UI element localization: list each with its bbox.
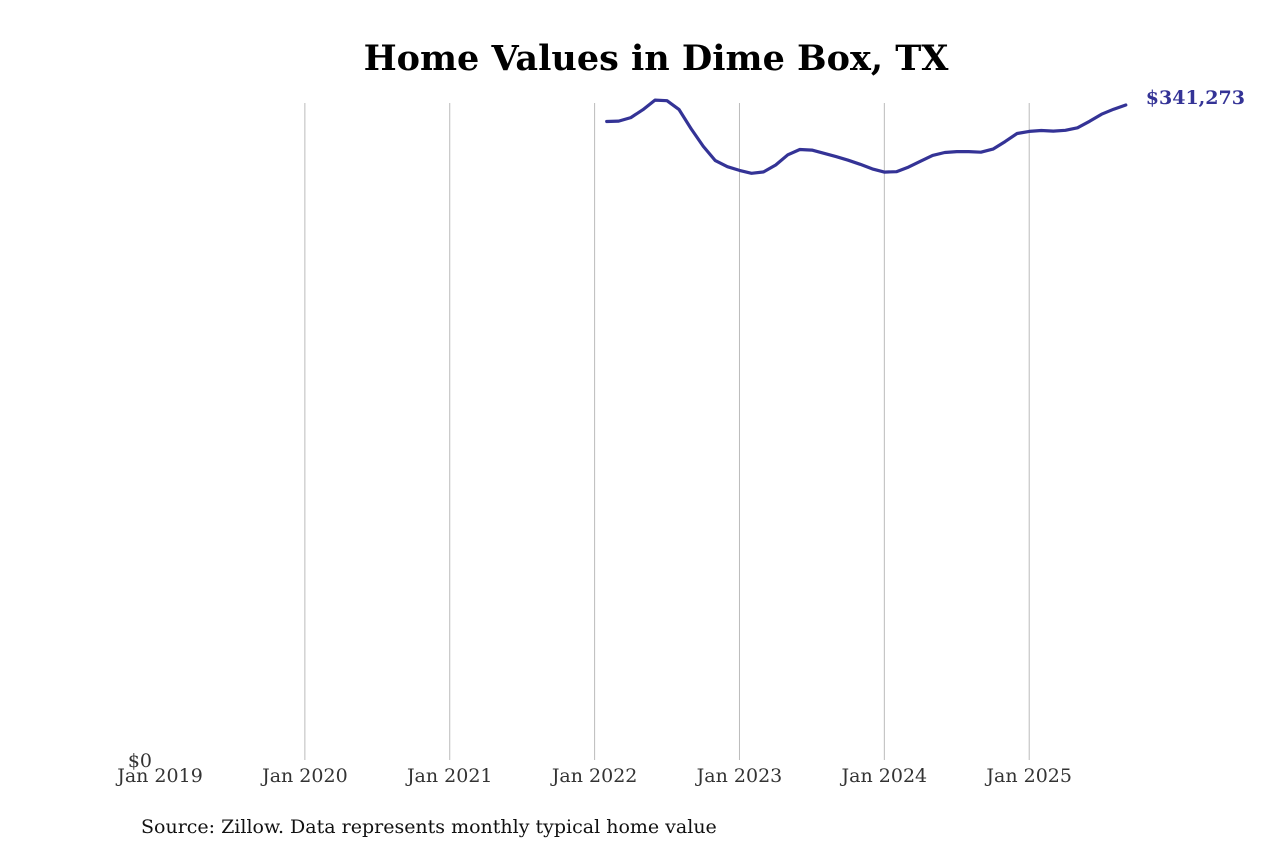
- x-tick-label: Jan 2024: [840, 765, 928, 787]
- end-value-label: $341,273: [1146, 87, 1245, 109]
- x-tick-label: Jan 2021: [405, 765, 493, 787]
- chart-title: Home Values in Dime Box, TX: [363, 38, 949, 79]
- x-tick-label: Jan 2025: [984, 765, 1072, 787]
- gridlines: [304, 103, 1030, 760]
- source-note: Source: Zillow. Data represents monthly …: [141, 816, 717, 838]
- x-tick-label: Jan 2022: [550, 765, 638, 787]
- x-tick-label: Jan 2019: [115, 765, 203, 787]
- series-line: [605, 98, 1128, 175]
- series-layer: $341,273: [605, 87, 1245, 175]
- x-tick-label: Jan 2020: [260, 765, 348, 787]
- x-tick-label: Jan 2023: [695, 765, 783, 787]
- axis-ticks: Jan 2019 Jan 2020 Jan 2021 Jan 2022 Jan 2023…: [115, 750, 1072, 787]
- y-tick-label: $0: [128, 750, 152, 772]
